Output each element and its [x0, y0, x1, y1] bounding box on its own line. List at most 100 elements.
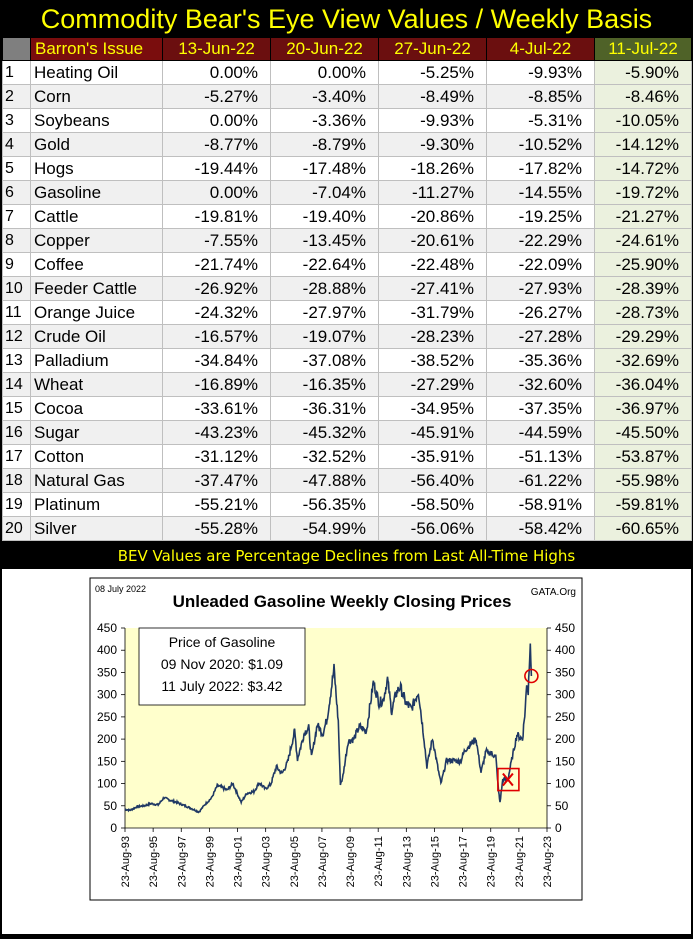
bev-value-cell: -58.91%: [486, 492, 595, 517]
y-tick-label: 150: [555, 754, 575, 768]
chart-date-label: 08 July 2022: [95, 584, 146, 594]
bev-value-cell: -8.85%: [486, 84, 595, 109]
header-date: 27-Jun-22: [378, 37, 487, 61]
row-index: 10: [2, 276, 31, 301]
x-tick-label: 23-Aug-03: [261, 836, 273, 887]
highlight-box-marker: [497, 767, 520, 792]
bev-value-cell: -3.36%: [270, 108, 379, 133]
bev-value-cell: -9.93%: [486, 60, 595, 85]
row-index: 4: [2, 132, 31, 157]
bev-value-cell: -32.69%: [594, 348, 692, 373]
bev-value-cell: -17.82%: [486, 156, 595, 181]
y-tick-label: 250: [555, 710, 575, 724]
bev-value-cell: -55.21%: [162, 492, 271, 517]
table-row: 15 Cocoa -33.61% -36.31% -34.95% -37.35% -36.9…: [2, 396, 692, 421]
table-row: 14 Wheat -16.89% -16.35% -27.29% -32.60% -36.0…: [2, 372, 692, 397]
y-tick-label: 100: [97, 777, 117, 791]
commodity-name: Natural Gas: [30, 468, 163, 493]
table-row: 4 Gold -8.77% -8.79% -9.30% -10.52% -14.12%: [2, 132, 692, 157]
bev-value-cell: -33.61%: [162, 396, 271, 421]
x-tick-label: 23-Aug-11: [373, 836, 385, 887]
bev-value-cell: -27.97%: [270, 300, 379, 325]
bev-value-cell: -22.29%: [486, 228, 595, 253]
commodity-name: Cocoa: [30, 396, 163, 421]
header-date: 20-Jun-22: [270, 37, 379, 61]
bev-value-cell: -27.29%: [378, 372, 487, 397]
commodity-name: Platinum: [30, 492, 163, 517]
chart-panel: 08 July 2022 GATA.Org Unleaded Gasoline …: [2, 569, 691, 934]
bev-value-cell: -20.86%: [378, 204, 487, 229]
row-index: 5: [2, 156, 31, 181]
bev-value-cell: -43.23%: [162, 420, 271, 445]
y-tick-label: 0: [110, 821, 117, 835]
x-tick-label: 23-Aug-17: [458, 836, 470, 887]
row-index: 8: [2, 228, 31, 253]
bev-value-cell: -25.90%: [594, 252, 692, 277]
annotation-line-2: 09 Nov 2020: $1.09: [161, 656, 283, 672]
bev-value-cell: -14.12%: [594, 132, 692, 157]
bev-value-cell: -37.08%: [270, 348, 379, 373]
x-tick-label: 23-Aug-19: [486, 836, 498, 887]
y-tick-label: 400: [97, 643, 117, 657]
bev-value-cell: -55.98%: [594, 468, 692, 493]
bev-value-cell: -56.35%: [270, 492, 379, 517]
y-tick-label: 250: [97, 710, 117, 724]
bev-value-cell: -26.27%: [486, 300, 595, 325]
bev-value-cell: -58.50%: [378, 492, 487, 517]
bev-value-cell: -27.41%: [378, 276, 487, 301]
x-tick-label: 23-Aug-97: [176, 836, 188, 887]
bev-value-cell: -24.61%: [594, 228, 692, 253]
table-row: 3 Soybeans 0.00% -3.36% -9.93% -5.31% -10.05%: [2, 108, 692, 133]
table-caption: BEV Values are Percentage Declines from …: [117, 547, 576, 565]
bev-value-cell: -5.90%: [594, 60, 692, 85]
commodity-name: Coffee: [30, 252, 163, 277]
table-row: 12 Crude Oil -16.57% -19.07% -28.23% -27.28% -…: [2, 324, 692, 349]
bev-value-cell: 0.00%: [162, 180, 271, 205]
annotation-box: Price of Gasoline 09 Nov 2020: $1.09 11 …: [138, 627, 306, 706]
commodity-name: Crude Oil: [30, 324, 163, 349]
chart-title: Unleaded Gasoline Weekly Closing Prices: [173, 592, 512, 611]
x-tick-label: 23-Aug-13: [401, 836, 413, 887]
bev-value-cell: 0.00%: [162, 108, 271, 133]
price-line-series: [124, 643, 533, 814]
row-index: 14: [2, 372, 31, 397]
table-row: 2 Corn -5.27% -3.40% -8.49% -8.85% -8.46%: [2, 84, 692, 109]
x-tick-label: 23-Aug-09: [345, 836, 357, 887]
bev-value-cell: -56.40%: [378, 468, 487, 493]
table-row: 5 Hogs -19.44% -17.48% -18.26% -17.82% -14.72%: [2, 156, 692, 181]
row-index: 9: [2, 252, 31, 277]
bev-value-cell: -27.93%: [486, 276, 595, 301]
row-index: 15: [2, 396, 31, 421]
y-tick-label: 450: [97, 621, 117, 635]
y-tick-label: 150: [97, 754, 117, 768]
row-index: 7: [2, 204, 31, 229]
bev-value-cell: -22.64%: [270, 252, 379, 277]
table-row: 6 Gasoline 0.00% -7.04% -11.27% -14.55% -19.72…: [2, 180, 692, 205]
bev-value-cell: -9.93%: [378, 108, 487, 133]
table-row: 20 Silver -55.28% -54.99% -56.06% -58.42% -60.…: [2, 516, 692, 541]
bev-value-cell: -13.45%: [270, 228, 379, 253]
bev-value-cell: -10.52%: [486, 132, 595, 157]
bev-value-cell: -60.65%: [594, 516, 692, 541]
commodity-name: Hogs: [30, 156, 163, 181]
bev-value-cell: -5.31%: [486, 108, 595, 133]
bev-value-cell: -19.07%: [270, 324, 379, 349]
commodity-name: Cotton: [30, 444, 163, 469]
bev-value-cell: -8.46%: [594, 84, 692, 109]
bev-value-cell: -51.13%: [486, 444, 595, 469]
bev-value-cell: -34.95%: [378, 396, 487, 421]
bev-value-cell: -37.47%: [162, 468, 271, 493]
bev-value-cell: -47.88%: [270, 468, 379, 493]
bev-value-cell: -31.79%: [378, 300, 487, 325]
commodity-name: Cattle: [30, 204, 163, 229]
bev-value-cell: -59.81%: [594, 492, 692, 517]
bev-value-cell: -19.40%: [270, 204, 379, 229]
table-row: 7 Cattle -19.81% -19.40% -20.86% -19.25% -21.2…: [2, 204, 692, 229]
bev-value-cell: -29.29%: [594, 324, 692, 349]
table-row: 19 Platinum -55.21% -56.35% -58.50% -58.91% -5…: [2, 492, 692, 517]
bev-value-cell: -18.26%: [378, 156, 487, 181]
bev-value-cell: -34.84%: [162, 348, 271, 373]
header-index-cell: [2, 37, 31, 61]
bev-value-cell: -45.32%: [270, 420, 379, 445]
bev-value-cell: -16.35%: [270, 372, 379, 397]
